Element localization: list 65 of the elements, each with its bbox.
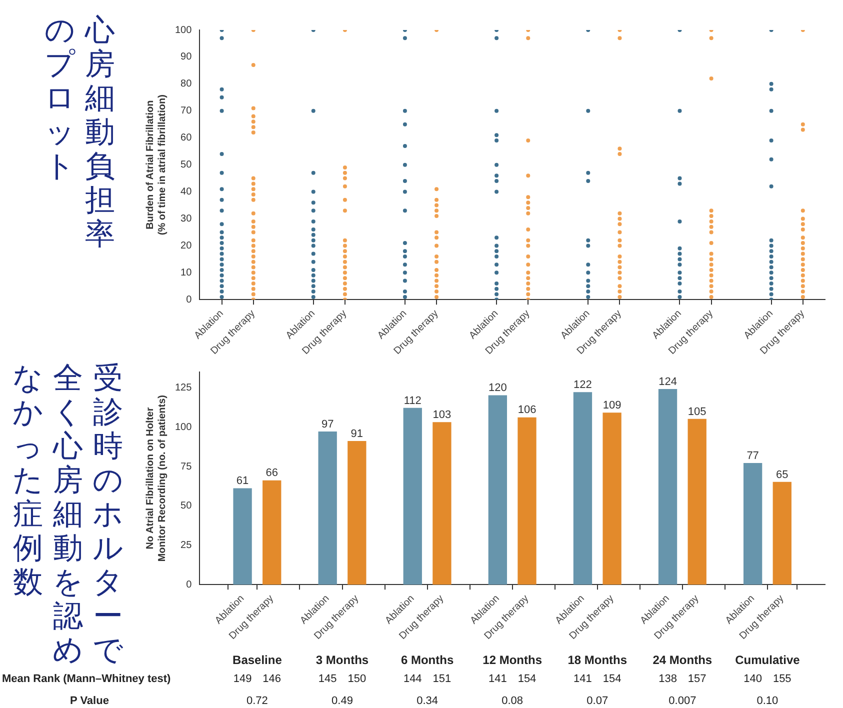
data-label: 91 bbox=[350, 428, 364, 440]
text: Mean Rank (Mann–Whitney test) bbox=[2, 672, 171, 685]
text: 0.10 bbox=[756, 694, 778, 707]
y-tick-label: 90 bbox=[180, 52, 192, 63]
data-label: 124 bbox=[658, 376, 677, 388]
text: 141 bbox=[488, 672, 507, 685]
y-tick-label: 50 bbox=[180, 500, 192, 512]
data-label: 103 bbox=[432, 408, 452, 421]
data-label: 66 bbox=[266, 467, 278, 480]
text: 受診時のホルターで全く心房細動を認めなかった症例数 bbox=[12, 361, 124, 668]
text: 150 bbox=[348, 672, 366, 685]
text: Cumulative bbox=[735, 652, 800, 667]
text: 6 Months bbox=[400, 652, 454, 667]
text: 154 bbox=[518, 672, 536, 685]
text: 155 bbox=[772, 672, 792, 685]
data-label: 109 bbox=[602, 399, 622, 412]
data-label: 122 bbox=[574, 379, 592, 392]
text: 144 bbox=[403, 672, 422, 685]
text: 0.34 bbox=[416, 694, 438, 707]
text: 24 Months bbox=[652, 652, 712, 667]
y-tick-label: 50 bbox=[180, 160, 192, 171]
text: 149 bbox=[233, 672, 252, 685]
text: 0.72 bbox=[246, 694, 268, 707]
y-tick-label: 60 bbox=[180, 132, 192, 144]
y-tick-label: 80 bbox=[180, 78, 192, 90]
data-label: 65 bbox=[776, 468, 788, 481]
data-label: 112 bbox=[404, 394, 422, 407]
data-label: 61 bbox=[236, 475, 249, 488]
y-tick-label: 25 bbox=[180, 540, 192, 552]
text: 0.07 bbox=[586, 694, 608, 707]
text: 157 bbox=[688, 672, 706, 685]
y-tick-label: 75 bbox=[180, 461, 192, 472]
y-tick-label: 40 bbox=[180, 186, 192, 198]
y-tick-label: 0 bbox=[186, 294, 192, 306]
data-label: 105 bbox=[688, 406, 706, 418]
text: 心房細動負担率のプロット bbox=[44, 13, 115, 252]
text: Baseline bbox=[232, 652, 282, 667]
y-tick-label: 10 bbox=[180, 267, 192, 278]
y-tick-label: 20 bbox=[180, 240, 192, 252]
text: 154 bbox=[602, 672, 622, 685]
y-axis-title: No Atrial Fibrillation on Holter Monitor Recording (no. of patients) bbox=[144, 394, 168, 562]
text: 141 bbox=[574, 672, 592, 685]
text: 0.49 bbox=[332, 694, 353, 707]
text: 0.007 bbox=[668, 694, 696, 707]
text: 3 Months bbox=[316, 652, 369, 667]
text: 12 Months bbox=[482, 652, 542, 667]
data-label: 97 bbox=[321, 418, 334, 430]
y-axis-title: Burden of Atrial Fibrillation (% of time in atrial fibrillation) bbox=[144, 94, 168, 236]
text: P Value bbox=[70, 694, 109, 707]
y-tick-label: 30 bbox=[180, 213, 192, 224]
data-label: 120 bbox=[488, 382, 507, 394]
text: 18 Months bbox=[568, 652, 628, 667]
text: 145 bbox=[318, 672, 337, 685]
data-label: 77 bbox=[746, 450, 759, 462]
text: 146 bbox=[262, 672, 282, 685]
text: 151 bbox=[432, 672, 452, 685]
y-tick-label: 0 bbox=[186, 579, 192, 590]
text: 0.08 bbox=[502, 694, 524, 707]
text: 140 bbox=[744, 672, 762, 685]
y-tick-label: 70 bbox=[180, 106, 192, 117]
text: 138 bbox=[658, 672, 677, 685]
y-tick-label: 125 bbox=[174, 382, 192, 394]
y-tick-label: 100 bbox=[174, 24, 192, 36]
y-tick-label: 100 bbox=[174, 422, 192, 433]
data-label: 106 bbox=[518, 404, 536, 416]
